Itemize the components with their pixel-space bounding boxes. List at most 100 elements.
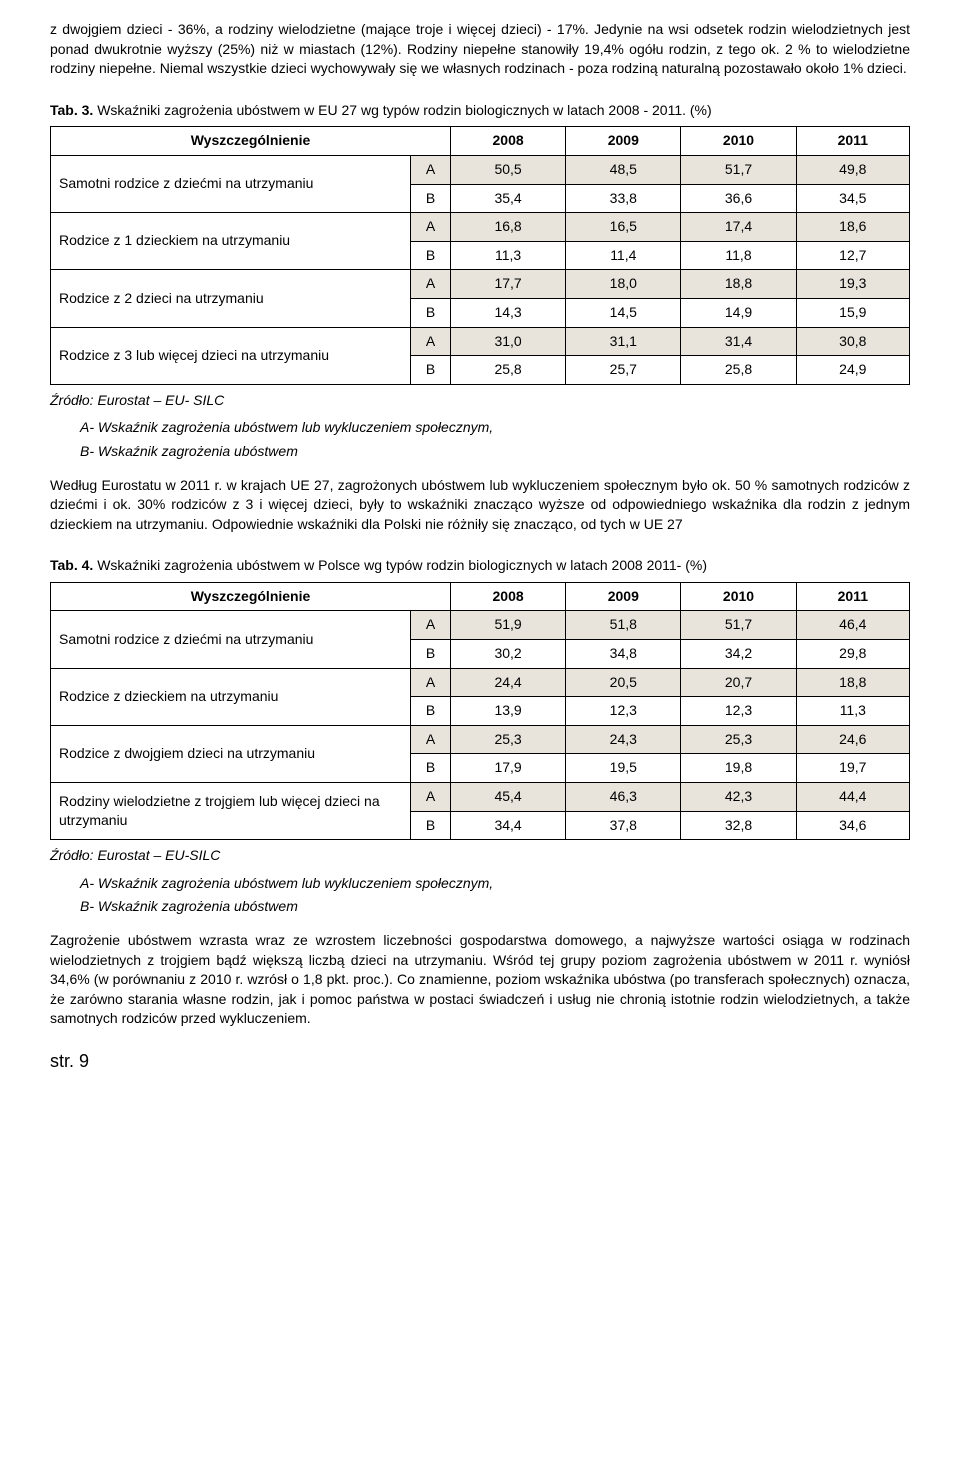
table-row-label: Rodzice z 1 dzieckiem na utrzymaniu — [51, 213, 411, 270]
table-cell: 51,8 — [566, 611, 681, 640]
table-cell: 34,4 — [451, 811, 566, 840]
table-cell: 12,3 — [681, 697, 796, 726]
table-cell: 12,3 — [566, 697, 681, 726]
table-ab-b: B — [411, 754, 451, 783]
table4-source: Źródło: Eurostat – EU-SILC — [50, 846, 910, 866]
table-cell: 34,2 — [681, 640, 796, 669]
table-cell: 16,5 — [566, 213, 681, 242]
table-cell: 30,8 — [796, 327, 909, 356]
table3-header-2009: 2009 — [566, 127, 681, 156]
table-ab-a: A — [411, 725, 451, 754]
table-ab-b: B — [411, 811, 451, 840]
table-cell: 34,8 — [566, 640, 681, 669]
table-cell: 11,3 — [796, 697, 909, 726]
table-ab-b: B — [411, 356, 451, 385]
table-cell: 25,8 — [451, 356, 566, 385]
table-cell: 14,3 — [451, 298, 566, 327]
table-row-label: Samotni rodzice z dziećmi na utrzymaniu — [51, 611, 411, 668]
table-ab-b: B — [411, 697, 451, 726]
table-cell: 25,3 — [451, 725, 566, 754]
table-cell: 17,4 — [681, 213, 796, 242]
table-ab-a: A — [411, 270, 451, 299]
table-cell: 18,8 — [796, 668, 909, 697]
table-cell: 24,3 — [566, 725, 681, 754]
table-cell: 19,5 — [566, 754, 681, 783]
table-cell: 35,4 — [451, 184, 566, 213]
table-cell: 19,3 — [796, 270, 909, 299]
table-cell: 37,8 — [566, 811, 681, 840]
table3-caption-bold: Tab. 3. — [50, 102, 93, 118]
table-cell: 18,6 — [796, 213, 909, 242]
table-row-label: Rodzice z 2 dzieci na utrzymaniu — [51, 270, 411, 327]
table3: Wyszczególnienie 2008 2009 2010 2011 Sam… — [50, 126, 910, 384]
table-cell: 19,8 — [681, 754, 796, 783]
table4-header-row: Wyszczególnienie 2008 2009 2010 2011 — [51, 582, 910, 611]
table-cell: 16,8 — [451, 213, 566, 242]
table3-header-label: Wyszczególnienie — [51, 127, 451, 156]
table-cell: 13,9 — [451, 697, 566, 726]
table-cell: 19,7 — [796, 754, 909, 783]
table-ab-b: B — [411, 298, 451, 327]
table-ab-b: B — [411, 241, 451, 270]
table-ab-a: A — [411, 327, 451, 356]
table4-caption-rest: Wskaźniki zagrożenia ubóstwem w Polsce w… — [93, 557, 707, 573]
table-cell: 34,5 — [796, 184, 909, 213]
table4-caption: Tab. 4. Wskaźniki zagrożenia ubóstwem w … — [50, 556, 910, 576]
table4-header-2009: 2009 — [566, 582, 681, 611]
table4-legend-b: B- Wskaźnik zagrożenia ubóstwem — [80, 897, 910, 917]
table-cell: 17,9 — [451, 754, 566, 783]
table3-header-2008: 2008 — [451, 127, 566, 156]
table-cell: 31,4 — [681, 327, 796, 356]
table-row: Rodzice z 3 lub więcej dzieci na utrzyma… — [51, 327, 910, 356]
table-ab-a: A — [411, 155, 451, 184]
table4-header-label: Wyszczególnienie — [51, 582, 451, 611]
table-cell: 11,8 — [681, 241, 796, 270]
table-row: Rodzice z 2 dzieci na utrzymaniuA17,718,… — [51, 270, 910, 299]
table-ab-b: B — [411, 184, 451, 213]
table-cell: 34,6 — [796, 811, 909, 840]
table-row: Rodziny wielodzietne z trojgiem lub więc… — [51, 783, 910, 812]
table-ab-b: B — [411, 640, 451, 669]
table-cell: 49,8 — [796, 155, 909, 184]
table-cell: 20,5 — [566, 668, 681, 697]
table3-header-2010: 2010 — [681, 127, 796, 156]
table3-legend-a: A- Wskaźnik zagrożenia ubóstwem lub wykl… — [80, 418, 910, 438]
table3-header-2011: 2011 — [796, 127, 909, 156]
table-cell: 24,9 — [796, 356, 909, 385]
table-cell: 46,4 — [796, 611, 909, 640]
table-cell: 33,8 — [566, 184, 681, 213]
table-cell: 45,4 — [451, 783, 566, 812]
table3-caption-rest: Wskaźniki zagrożenia ubóstwem w EU 27 wg… — [93, 102, 711, 118]
intro-paragraph: z dwojgiem dzieci - 36%, a rodziny wielo… — [50, 20, 910, 79]
table-cell: 32,8 — [681, 811, 796, 840]
table4-header-2010: 2010 — [681, 582, 796, 611]
table4-caption-bold: Tab. 4. — [50, 557, 93, 573]
table-row-label: Rodziny wielodzietne z trojgiem lub więc… — [51, 783, 411, 840]
table-row: Samotni rodzice z dziećmi na utrzymaniuA… — [51, 611, 910, 640]
table-cell: 18,8 — [681, 270, 796, 299]
table-cell: 24,4 — [451, 668, 566, 697]
table-cell: 36,6 — [681, 184, 796, 213]
table-cell: 51,7 — [681, 611, 796, 640]
table-row-label: Rodzice z dwojgiem dzieci na utrzymaniu — [51, 725, 411, 782]
table-cell: 24,6 — [796, 725, 909, 754]
table-cell: 11,4 — [566, 241, 681, 270]
end-paragraph: Zagrożenie ubóstwem wzrasta wraz ze wzro… — [50, 931, 910, 1029]
table-ab-a: A — [411, 611, 451, 640]
table-ab-a: A — [411, 213, 451, 242]
table-cell: 25,7 — [566, 356, 681, 385]
table4: Wyszczególnienie 2008 2009 2010 2011 Sam… — [50, 582, 910, 840]
table-cell: 46,3 — [566, 783, 681, 812]
table-cell: 25,3 — [681, 725, 796, 754]
page-number: str. 9 — [50, 1049, 910, 1074]
table-cell: 25,8 — [681, 356, 796, 385]
table-cell: 20,7 — [681, 668, 796, 697]
table-row: Samotni rodzice z dziećmi na utrzymaniuA… — [51, 155, 910, 184]
table4-header-2008: 2008 — [451, 582, 566, 611]
table3-source: Źródło: Eurostat – EU- SILC — [50, 391, 910, 411]
table-cell: 18,0 — [566, 270, 681, 299]
table4-legend-a: A- Wskaźnik zagrożenia ubóstwem lub wykl… — [80, 874, 910, 894]
table-cell: 48,5 — [566, 155, 681, 184]
table-cell: 51,7 — [681, 155, 796, 184]
table-cell: 50,5 — [451, 155, 566, 184]
